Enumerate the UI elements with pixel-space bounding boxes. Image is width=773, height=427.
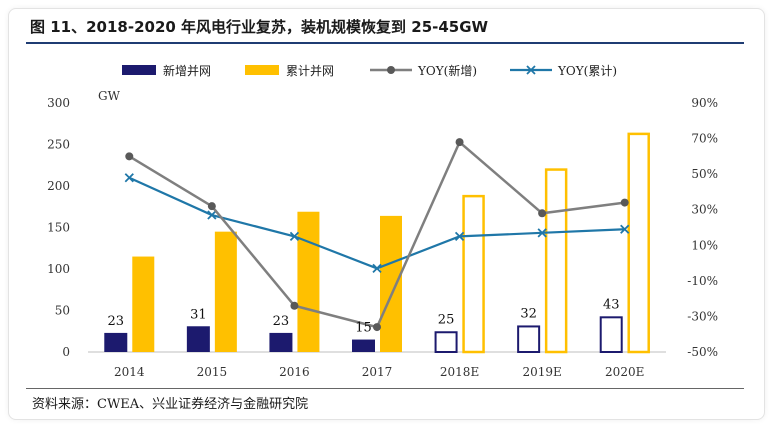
source-note: 资料来源：CWEA、兴业证券经济与金融研究院 xyxy=(32,397,309,412)
y-left-tick-label: 100 xyxy=(47,262,70,276)
point-yoy-cum-2018E xyxy=(454,231,465,242)
lines xyxy=(124,138,630,332)
y-right-tick-label: 70% xyxy=(691,132,718,146)
data-label-new-2017: 15 xyxy=(355,321,372,336)
y-left-tick-label: 300 xyxy=(47,96,70,110)
point-yoy-cum-2017 xyxy=(372,263,382,274)
legend-label-new: 新增并网 xyxy=(163,63,211,78)
legend-swatch-new xyxy=(122,65,156,75)
x-tick-label: 2020E xyxy=(605,365,644,379)
bar-cum-2018E xyxy=(462,194,485,354)
data-labels: 23 31 23 15 25 32 43 xyxy=(108,297,620,335)
source-divider xyxy=(26,388,744,389)
data-label-new-2018E: 25 xyxy=(438,312,455,327)
unit-label: GW xyxy=(98,89,121,103)
legend-marker-yoy-cum xyxy=(526,65,536,75)
y-left-tick-label: 150 xyxy=(47,221,70,235)
bar-new-2016 xyxy=(269,332,293,352)
y-left-tick-label: 0 xyxy=(62,345,70,359)
bar-cum-2017 xyxy=(380,215,402,352)
title-underline xyxy=(26,42,744,44)
x-tick-label: 2019E xyxy=(522,365,561,379)
y-right-tick-label: 10% xyxy=(691,238,718,252)
data-label-new-2016: 23 xyxy=(273,314,290,329)
point-yoy-cum-2014 xyxy=(124,173,134,183)
figure-title: 图 11、2018-2020 年风电行业复苏，装机规模恢复到 25-45GW xyxy=(30,18,489,36)
point-yoy-cum-2015 xyxy=(207,210,217,220)
data-label-new-2015: 31 xyxy=(190,307,207,322)
x-tick-label: 2018E xyxy=(440,365,479,379)
y-right-tick-label: 30% xyxy=(691,203,718,217)
y-left-tick-label: 250 xyxy=(47,138,70,152)
point-yoy-cum-2016 xyxy=(289,231,300,242)
legend: 新增并网 累计并网 YOY(新增) YOY(累计) xyxy=(122,63,617,78)
x-tick-label: 2014 xyxy=(114,365,145,379)
y-left-tick-label: 50 xyxy=(55,304,70,318)
point-yoy-new-2014 xyxy=(125,152,134,161)
bar-cum-2020E xyxy=(627,132,650,354)
data-label-new-2019E: 32 xyxy=(520,306,537,321)
point-yoy-new-2020E xyxy=(620,198,629,207)
axes: 0 50 100 150 200 250 300 -50% -30% -10% 10% 30% 50% 7… xyxy=(47,89,718,379)
y-right-tick-label: -10% xyxy=(687,274,718,288)
bar-new-2018E xyxy=(434,331,458,353)
bar-new-2020E xyxy=(599,316,623,353)
legend-marker-yoy-new xyxy=(387,66,395,74)
bar-cum-2014 xyxy=(132,256,155,352)
legend-label-yoy-cum: YOY(累计) xyxy=(557,64,617,78)
y-left-tick-label: 200 xyxy=(47,179,70,193)
y-right-tick-label: -30% xyxy=(687,309,718,323)
point-yoy-cum-2019E xyxy=(537,228,547,238)
x-tick-label: 2015 xyxy=(197,365,228,379)
bar-cum-2019E xyxy=(544,168,568,354)
bar-cum-2016 xyxy=(297,211,320,352)
y-right-tick-label: -50% xyxy=(687,345,718,359)
x-tick-label: 2017 xyxy=(362,365,393,379)
point-yoy-new-2019E xyxy=(538,209,547,218)
x-tick-label: 2016 xyxy=(279,365,310,379)
bar-cum-2015 xyxy=(214,231,237,352)
bar-new-2015 xyxy=(186,326,210,352)
data-label-new-2020E: 43 xyxy=(603,297,620,312)
bar-new-2019E xyxy=(517,325,541,354)
data-label-new-2014: 23 xyxy=(108,314,125,329)
point-yoy-new-2018E xyxy=(455,138,464,147)
legend-label-yoy-new: YOY(新增) xyxy=(417,63,477,78)
point-yoy-new-2016 xyxy=(290,301,299,310)
y-right-tick-label: 50% xyxy=(691,167,718,181)
legend-swatch-cum xyxy=(245,65,279,75)
bar-new-2014 xyxy=(104,332,128,352)
point-yoy-new-2015 xyxy=(207,202,216,211)
legend-label-cum: 累计并网 xyxy=(286,64,334,78)
point-yoy-new-2017 xyxy=(373,323,381,332)
point-yoy-cum-2020E xyxy=(620,224,630,234)
bars xyxy=(104,132,650,354)
y-right-tick-label: 90% xyxy=(691,96,718,110)
bar-new-2017 xyxy=(352,339,375,352)
